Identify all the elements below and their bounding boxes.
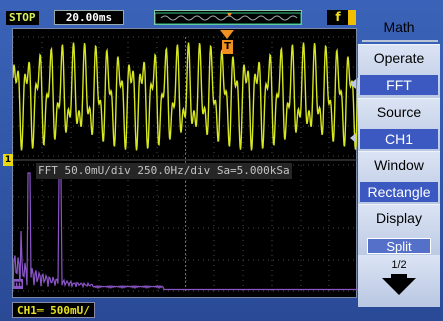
softkey-source-value: CH1 (360, 129, 438, 149)
fft-label: FFT (38, 164, 58, 177)
down-arrow-icon (391, 274, 407, 280)
menu-divider (362, 40, 438, 42)
down-arrow-head-icon (382, 278, 416, 295)
softkey-source[interactable]: Source CH1 (350, 98, 440, 154)
softkey-window-value: Rectangle (360, 182, 438, 202)
trigger-position-arrow-icon (220, 30, 234, 39)
status-bar: STOP 20.00ms f (4, 4, 356, 28)
ch1-trace (13, 42, 358, 151)
menu-page-indicator: 1/2 (391, 259, 407, 271)
softkey-display-value: Split (367, 238, 431, 254)
timebase-readout: 20.00ms (54, 10, 124, 25)
math-softkey-menu: Math Operate FFT Source CH1 Window Recta… (350, 10, 440, 315)
softkey-operate[interactable]: Operate FFT (350, 44, 440, 100)
caret-left-icon (350, 133, 356, 143)
softkey-next-page[interactable]: 1/2 (358, 255, 440, 307)
bottom-status-bar: CH1═ 500mU/ (0, 300, 360, 321)
softkey-window[interactable]: Window Rectangle (358, 151, 440, 207)
memory-overview-window (154, 10, 302, 25)
memory-overview-waveform (154, 12, 302, 25)
ch1-offset-marker[interactable]: 1 (3, 154, 13, 166)
trigger-slope-icon: f (327, 10, 349, 25)
softkey-operate-value: FFT (360, 75, 438, 95)
math-offset-marker[interactable]: m (13, 279, 23, 289)
fft-trace (13, 172, 358, 291)
softkey-display[interactable]: Display Split (358, 204, 440, 260)
softkey-operate-label: Operate (373, 50, 425, 66)
fft-scale-info: 50.0mU/div 250.0Hz/div Sa=5.000kSa (57, 164, 290, 177)
caret-left-icon (350, 79, 356, 89)
menu-title: Math (383, 19, 415, 35)
softkey-display-label: Display (376, 210, 422, 226)
ch1-scale-readout: CH1═ 500mU/ (12, 302, 95, 318)
run-state-label: STOP (6, 11, 39, 25)
waveform-canvas (13, 36, 358, 292)
fft-info-readout: FFT 50.0mU/div 250.0Hz/div Sa=5.000kSa (36, 163, 292, 179)
softkey-source-label: Source (376, 104, 422, 120)
trigger-status-indicator (348, 10, 356, 25)
trigger-position-marker[interactable]: T (222, 40, 233, 54)
softkey-window-label: Window (374, 157, 424, 173)
